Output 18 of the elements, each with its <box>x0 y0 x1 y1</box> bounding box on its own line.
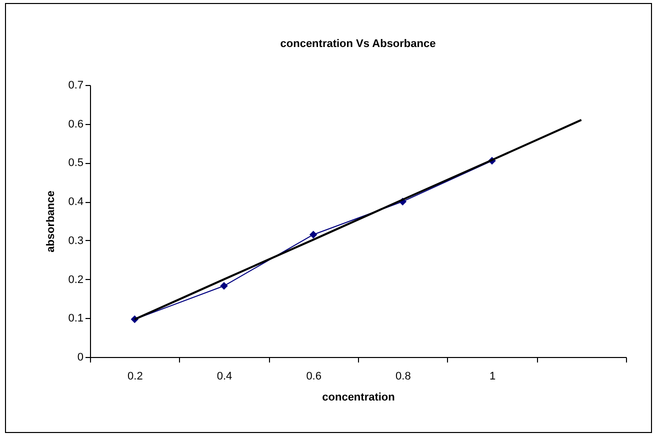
point <box>309 230 318 238</box>
x-tick-label: 1 <box>489 370 496 382</box>
y-tick-label: 0.7 <box>68 80 84 92</box>
x-tick-label: 0.2 <box>128 370 143 382</box>
y-tick-label: 0 <box>77 352 84 364</box>
x-tick-label: 0.6 <box>306 370 322 382</box>
y-tick-label: 0.1 <box>68 312 84 325</box>
point <box>220 282 228 290</box>
y-tick-label: 0.4 <box>68 196 84 208</box>
x-axis-title: concentration <box>322 392 396 404</box>
y-tick-label: 0.5 <box>68 157 84 170</box>
chart-title: concentration Vs Absorbance <box>280 38 436 50</box>
y-axis-title: absorbance <box>45 190 58 252</box>
x-tick-label: 0.8 <box>396 370 411 382</box>
y-tick-label: 0.3 <box>68 234 84 247</box>
y-tick-label: 0.6 <box>68 118 84 130</box>
x-tick-label: 0.4 <box>216 370 232 382</box>
y-tick-label: 0.2 <box>68 274 84 286</box>
